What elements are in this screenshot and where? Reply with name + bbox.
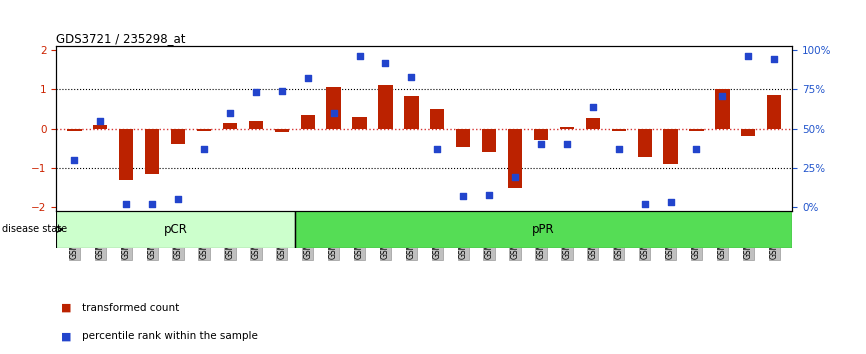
Bar bbox=[637, 129, 652, 157]
Bar bbox=[120, 129, 133, 180]
Point bbox=[715, 93, 729, 98]
Point bbox=[611, 146, 625, 152]
Bar bbox=[301, 115, 315, 129]
Point bbox=[223, 110, 237, 116]
Bar bbox=[689, 129, 703, 131]
Bar bbox=[533, 129, 548, 139]
Bar bbox=[326, 87, 340, 129]
Bar bbox=[611, 129, 626, 131]
Bar bbox=[559, 127, 574, 129]
Point bbox=[94, 118, 107, 124]
Bar bbox=[249, 121, 263, 129]
Text: ■: ■ bbox=[61, 331, 71, 341]
Point bbox=[378, 60, 392, 65]
Point bbox=[145, 201, 159, 207]
Bar bbox=[352, 117, 366, 129]
Bar bbox=[378, 85, 392, 129]
Point bbox=[301, 75, 314, 81]
Bar bbox=[56, 211, 294, 248]
Point bbox=[352, 53, 366, 59]
Point bbox=[689, 146, 703, 152]
Point bbox=[249, 90, 262, 95]
Point bbox=[637, 201, 651, 207]
Text: percentile rank within the sample: percentile rank within the sample bbox=[82, 331, 258, 341]
Point bbox=[197, 146, 211, 152]
Bar bbox=[585, 118, 600, 129]
Text: pCR: pCR bbox=[164, 223, 187, 236]
Bar bbox=[741, 129, 755, 136]
Point bbox=[456, 193, 470, 199]
Point bbox=[586, 104, 600, 109]
Bar bbox=[482, 129, 496, 152]
Text: ■: ■ bbox=[61, 303, 71, 313]
Point bbox=[767, 57, 781, 62]
Text: pPR: pPR bbox=[533, 223, 555, 236]
Bar bbox=[197, 129, 211, 131]
Bar bbox=[294, 211, 792, 248]
Point bbox=[482, 192, 496, 198]
Bar bbox=[68, 129, 81, 131]
Point bbox=[275, 88, 288, 94]
Bar bbox=[404, 96, 418, 129]
Point bbox=[171, 196, 185, 202]
Point bbox=[68, 157, 81, 163]
Bar bbox=[508, 129, 522, 188]
Point bbox=[534, 142, 548, 147]
Bar bbox=[171, 129, 185, 143]
Point bbox=[120, 201, 133, 207]
Text: transformed count: transformed count bbox=[82, 303, 179, 313]
Bar bbox=[663, 129, 678, 164]
Bar bbox=[456, 129, 470, 147]
Point bbox=[560, 142, 574, 147]
Bar bbox=[94, 125, 107, 129]
Point bbox=[741, 53, 755, 59]
Point bbox=[508, 175, 522, 180]
Bar bbox=[223, 123, 237, 129]
Text: GDS3721 / 235298_at: GDS3721 / 235298_at bbox=[56, 32, 186, 45]
Point bbox=[663, 200, 677, 205]
Point bbox=[326, 110, 340, 116]
Bar bbox=[767, 95, 781, 129]
Point bbox=[430, 146, 444, 152]
Text: disease state: disease state bbox=[2, 224, 67, 234]
Bar bbox=[145, 129, 159, 174]
Bar bbox=[275, 129, 289, 132]
Bar bbox=[715, 89, 729, 129]
Point bbox=[404, 74, 418, 80]
Bar bbox=[430, 109, 444, 129]
